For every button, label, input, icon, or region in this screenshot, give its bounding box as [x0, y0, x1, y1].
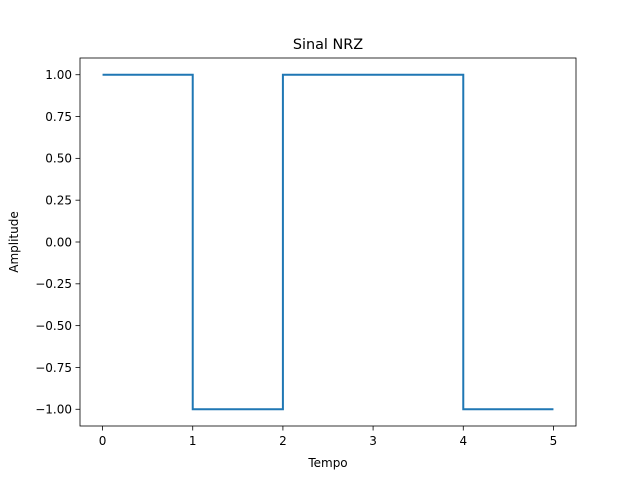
y-tick-label: 1.00 [45, 68, 72, 82]
y-axis-label: Amplitude [7, 211, 21, 273]
x-tick-label: 5 [550, 434, 558, 448]
y-tick-label: −1.00 [35, 403, 72, 417]
plot-frame [79, 57, 577, 427]
y-tick-label: 0.75 [45, 110, 72, 124]
y-tick-label: 0.50 [45, 152, 72, 166]
x-tick-label: 2 [279, 434, 287, 448]
x-tick-label: 4 [459, 434, 467, 448]
plot-area [80, 58, 576, 426]
series-layer [102, 73, 554, 411]
y-axis-ticks: 1.00 0.75 0.50 0.25 0.00 −0.25 −0.50 −0.75 −1.00 [35, 68, 80, 417]
series-line-0 [102, 73, 554, 411]
x-tick-label: 3 [369, 434, 377, 448]
x-axis-label: Tempo [307, 456, 347, 470]
y-tick-label: −0.75 [35, 361, 72, 375]
y-tick-label: −0.50 [35, 319, 72, 333]
y-tick-label: −0.25 [35, 277, 72, 291]
y-tick-label: 0.25 [45, 193, 72, 207]
x-tick-label: 1 [189, 434, 197, 448]
x-axis-ticks: 0 1 2 3 4 5 [99, 426, 558, 448]
chart-title: Sinal NRZ [293, 37, 363, 53]
y-tick-label: 0.00 [45, 235, 72, 249]
x-tick-label: 0 [99, 434, 107, 448]
